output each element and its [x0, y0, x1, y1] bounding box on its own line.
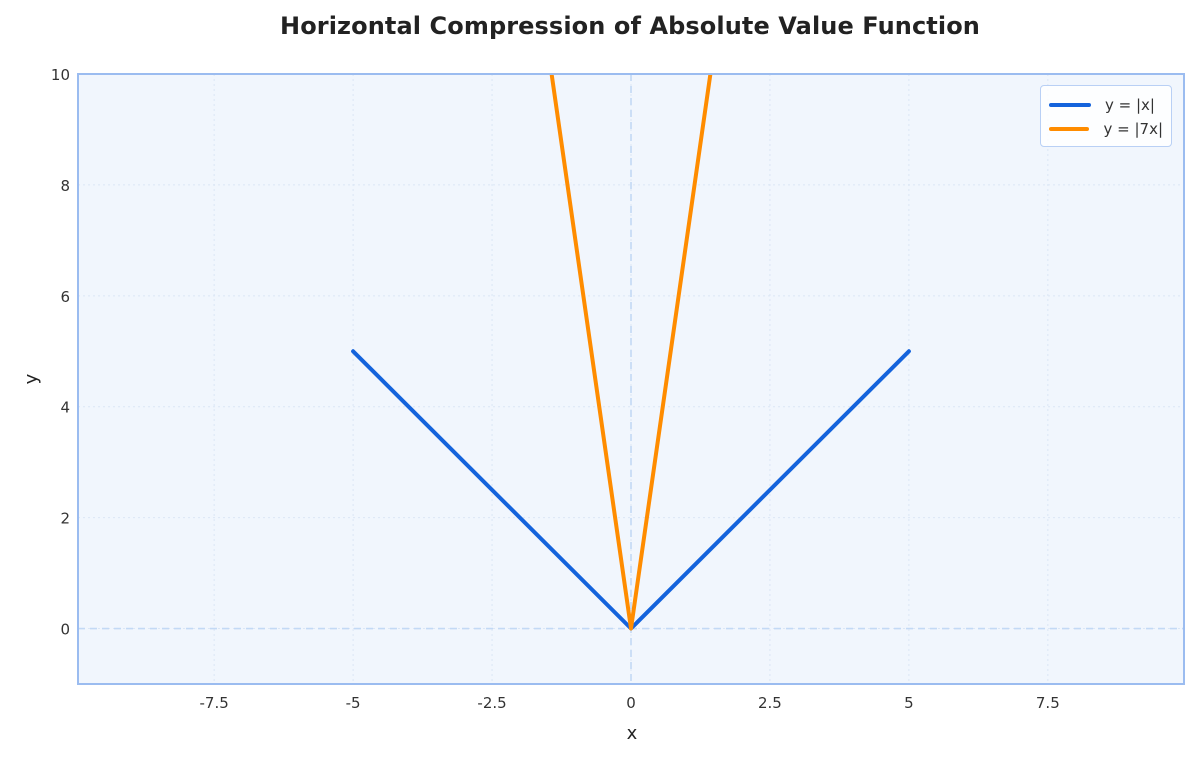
y-tick-label: 8: [60, 177, 70, 195]
x-tick-label: 0: [626, 694, 636, 712]
y-axis-label: y: [21, 373, 42, 384]
plot-frame: [77, 73, 1185, 685]
legend-item-abs-7x: y = |7x|: [1049, 117, 1163, 141]
series-line-abs-7x: [549, 74, 713, 631]
y-tick-label: 4: [60, 399, 70, 417]
legend-label: y = |x|: [1105, 96, 1155, 114]
x-tick-label: 2.5: [758, 694, 782, 712]
x-tick-label: -7.5: [200, 694, 229, 712]
legend-swatch-blue: [1049, 103, 1091, 107]
x-tick-label: -5: [346, 694, 361, 712]
chart-title: Horizontal Compression of Absolute Value…: [280, 12, 980, 40]
y-tick-label: 6: [60, 288, 70, 306]
x-tick-label: 5: [904, 694, 914, 712]
y-tick-label: 0: [60, 621, 70, 639]
y-tick-label: 10: [51, 66, 70, 84]
x-axis-label: x: [627, 723, 638, 744]
x-tick-label: 7.5: [1036, 694, 1060, 712]
x-tick-label: -2.5: [477, 694, 506, 712]
legend-label: y = |7x|: [1103, 120, 1163, 138]
y-tick-label: 2: [60, 510, 70, 528]
legend-item-abs-x: y = |x|: [1049, 93, 1163, 117]
legend: y = |x| y = |7x|: [1040, 85, 1172, 147]
legend-swatch-orange: [1049, 127, 1090, 131]
